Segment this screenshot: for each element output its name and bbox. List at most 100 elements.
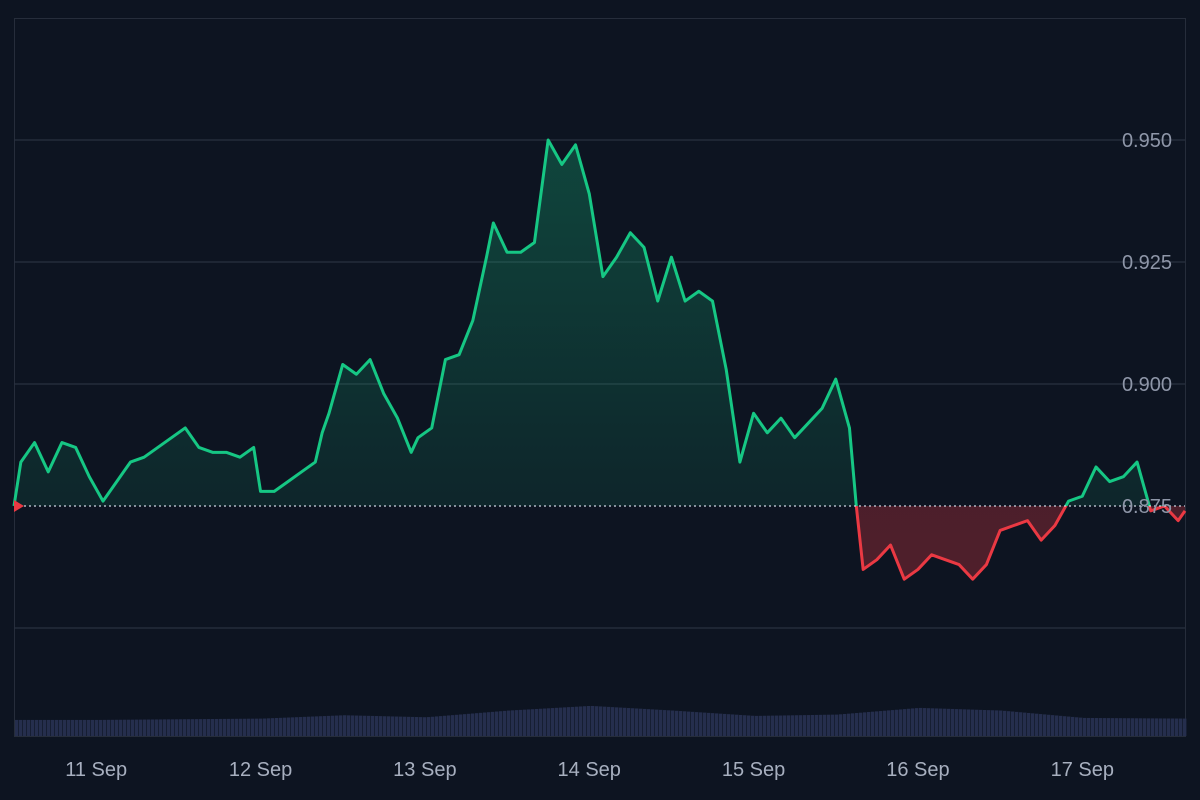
volume-bar	[447, 715, 451, 736]
volume-bars	[15, 705, 1187, 736]
volume-bar	[59, 719, 63, 736]
volume-bar	[331, 715, 335, 736]
volume-bar	[335, 715, 339, 736]
volume-bar	[51, 719, 55, 736]
volume-bar	[927, 708, 931, 736]
volume-bar	[871, 711, 875, 736]
volume-bar	[635, 708, 639, 736]
volume-bar	[127, 719, 131, 736]
volume-bar	[803, 715, 807, 736]
volume-bar	[1131, 718, 1135, 736]
volume-bar	[1103, 718, 1107, 736]
volume-bar	[327, 715, 331, 736]
volume-bar	[815, 714, 819, 736]
volume-bar	[99, 719, 103, 736]
volume-bar	[1015, 711, 1019, 736]
volume-bar	[279, 717, 283, 736]
volume-bar	[847, 713, 851, 736]
volume-bar	[347, 715, 351, 736]
volume-bar	[743, 715, 747, 736]
volume-bar	[75, 719, 79, 736]
x-axis: 11 Sep 12 Sep 13 Sep 14 Sep 15 Sep 16 Sep 17 S…	[65, 759, 1114, 781]
volume-bar	[239, 718, 243, 736]
volume-bar	[615, 707, 619, 736]
volume-bar	[763, 715, 767, 736]
volume-bar	[1043, 714, 1047, 736]
volume-bar	[343, 715, 347, 736]
volume-bar	[487, 712, 491, 736]
volume-bar	[1011, 711, 1015, 736]
x-tick-label-4: 15 Sep	[722, 759, 785, 781]
volume-bar	[495, 711, 499, 736]
volume-bar	[1075, 717, 1079, 736]
volume-bar	[567, 707, 571, 736]
volume-bar	[55, 719, 59, 736]
volume-bar	[63, 719, 67, 736]
volume-bar	[287, 717, 291, 736]
volume-bar	[791, 715, 795, 736]
volume-bar	[575, 706, 579, 736]
volume-bar	[179, 719, 183, 736]
volume-bar	[1007, 711, 1011, 736]
volume-bar	[1139, 718, 1143, 736]
volume-bar	[923, 708, 927, 736]
volume-bar	[375, 716, 379, 736]
volume-bar	[1051, 715, 1055, 736]
volume-bar	[479, 712, 483, 736]
volume-bar	[1151, 718, 1155, 736]
volume-bar	[799, 715, 803, 736]
volume-bar	[143, 719, 147, 736]
volume-bar	[247, 718, 251, 736]
volume-bar	[35, 719, 39, 736]
volume-bar	[379, 716, 383, 736]
volume-bar	[1119, 718, 1123, 736]
volume-bar	[267, 718, 271, 736]
volume-bar	[671, 710, 675, 736]
volume-bar	[647, 709, 651, 736]
volume-bar	[251, 718, 255, 736]
volume-bar	[547, 708, 551, 736]
volume-bar	[643, 708, 647, 736]
volume-bar	[523, 709, 527, 736]
volume-bar	[419, 717, 423, 736]
volume-bar	[691, 711, 695, 736]
volume-bar	[859, 712, 863, 736]
volume-bar	[291, 717, 295, 736]
price-line-down	[14, 506, 1187, 581]
volume-bar	[899, 709, 903, 736]
volume-bar	[959, 709, 963, 736]
baseline-handle-icon[interactable]	[14, 500, 24, 512]
volume-bar	[771, 715, 775, 736]
volume-bar	[619, 707, 623, 736]
volume-bar	[767, 715, 771, 736]
volume-bar	[591, 705, 595, 736]
volume-bar	[535, 708, 539, 736]
volume-bar	[515, 710, 519, 736]
volume-bar	[183, 719, 187, 736]
volume-bar	[467, 713, 471, 736]
volume-bar	[699, 712, 703, 736]
volume-bar	[1047, 714, 1051, 736]
volume-bar	[627, 708, 631, 736]
volume-bar	[863, 712, 867, 736]
x-tick-label-6: 17 Sep	[1051, 759, 1114, 781]
volume-bar	[579, 706, 583, 736]
volume-bar	[39, 719, 43, 736]
volume-bar	[555, 707, 559, 736]
volume-bar	[67, 719, 71, 736]
volume-bar	[299, 717, 303, 736]
volume-bar	[399, 716, 403, 736]
volume-bar	[703, 712, 707, 736]
volume-bar	[867, 712, 871, 736]
baseline	[14, 500, 1185, 512]
volume-bar	[499, 711, 503, 736]
price-line	[12, 138, 1187, 581]
volume-bar	[271, 718, 275, 736]
volume-bar	[911, 708, 915, 736]
volume-bar	[511, 710, 515, 736]
volume-bar	[459, 714, 463, 736]
volume-bar	[907, 708, 911, 736]
volume-bar	[79, 719, 83, 736]
volume-bar	[1099, 718, 1103, 736]
